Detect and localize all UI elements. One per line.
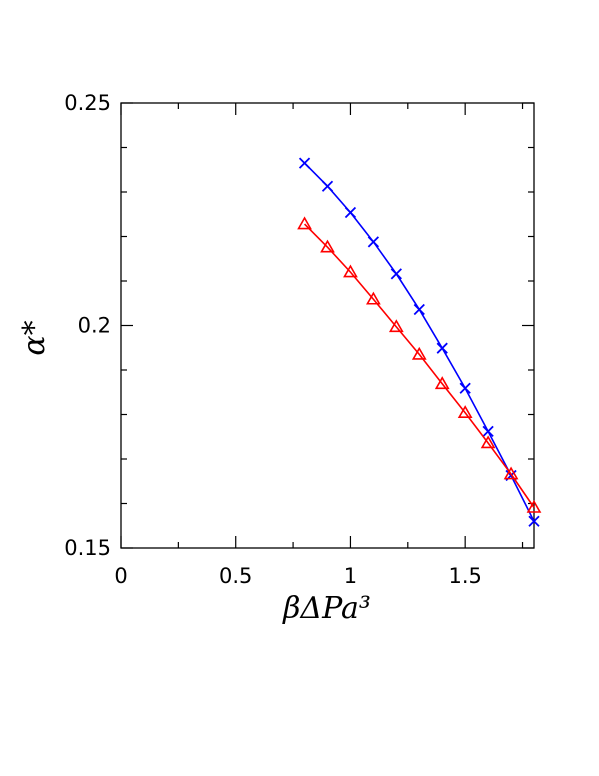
cross-marker (482, 425, 494, 438)
cross-marker-stroke (528, 515, 540, 527)
triangle-marker (480, 435, 496, 449)
y-axis-label: α* (17, 320, 52, 355)
cross-marker-stroke (436, 342, 448, 354)
y-tick-label: 0.15 (64, 536, 111, 560)
cross-marker-stroke (413, 303, 425, 316)
cross-marker-stroke (459, 382, 471, 394)
x-tick-label: 1.5 (448, 564, 481, 588)
x-tick-label: 1 (344, 564, 357, 588)
plot-frame (120, 102, 535, 549)
axis-ticks (120, 102, 534, 549)
x-tick-label: 0 (114, 564, 127, 588)
cross-marker-stroke (367, 236, 380, 248)
cross-marker (344, 206, 357, 219)
series-line (303, 162, 535, 522)
cross-marker (528, 515, 540, 527)
cross-marker-stroke (390, 268, 402, 280)
triangle-marker (320, 239, 335, 253)
tick-labels: 0 0.5 1 1.5 0.15 0.2 0.25 (64, 91, 482, 588)
triangle-marker (526, 499, 542, 513)
triangle-marker (503, 466, 519, 480)
cross-marker (390, 268, 402, 280)
y-tick-label: 0.25 (64, 91, 111, 115)
cross-marker (367, 236, 380, 248)
cross-marker-stroke (298, 157, 311, 169)
cross-marker (298, 157, 311, 169)
x-tick-label: 0.5 (219, 564, 252, 588)
cross-marker (459, 382, 471, 394)
cross-marker-stroke (482, 425, 494, 438)
triangle-marker (388, 319, 404, 333)
triangle-marker (457, 405, 473, 419)
cross-marker (413, 303, 425, 316)
triangle-marker (343, 264, 358, 278)
triangle-marker (366, 291, 381, 305)
x-axis-label: βΔPa³ (282, 591, 371, 626)
triangle-marker (297, 216, 312, 230)
triangle-marker (411, 346, 427, 360)
series-layer (297, 157, 542, 527)
series-line (303, 223, 535, 508)
cross-marker (321, 180, 334, 192)
y-tick-label: 0.2 (78, 314, 111, 338)
cross-marker-stroke (321, 180, 334, 192)
triangle-marker (434, 376, 450, 390)
cross-marker (436, 342, 448, 354)
cross-marker-stroke (344, 206, 357, 219)
